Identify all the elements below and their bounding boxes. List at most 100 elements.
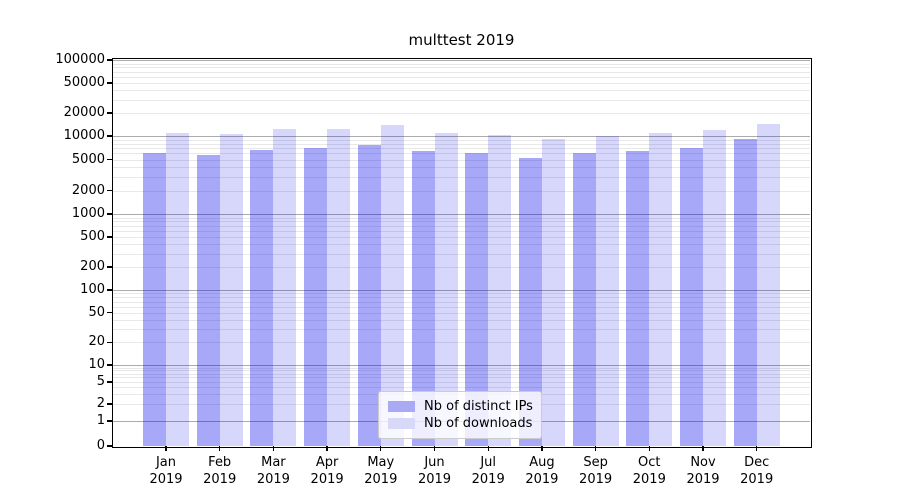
x-tickmark (541, 446, 543, 451)
minor-gridline (113, 236, 810, 238)
y-ticklabel: 200 (80, 259, 105, 275)
bar-oct-downloads (649, 132, 673, 446)
x-tickmark (648, 446, 650, 451)
bar-jun-distinct-ips (411, 151, 435, 446)
bar-nov-distinct-ips (680, 148, 703, 446)
minor-gridline (113, 139, 810, 141)
y-ticklabel: 0 (96, 438, 105, 453)
y-ticklabel: 5 (96, 373, 105, 389)
minor-gridline (113, 159, 810, 161)
major-gridline (113, 214, 810, 215)
y-ticklabel: 5000 (71, 151, 105, 167)
minor-gridline (113, 319, 810, 321)
x-ticklabel-feb: Feb 2019 (203, 455, 237, 487)
x-ticklabel-jul: Jul 2019 (471, 455, 505, 487)
x-tickmark (326, 446, 328, 451)
y-ticklabel: 100000 (55, 52, 105, 67)
y-ticklabel: 10000 (63, 128, 105, 143)
x-tickmark (433, 446, 436, 451)
bar-sep-downloads (595, 136, 619, 446)
x-ticklabel-jun: Jun 2019 (417, 455, 452, 487)
y-tickmark (107, 420, 113, 422)
bar-mar-downloads (273, 128, 297, 446)
legend-swatch-downloads-icon (388, 418, 415, 429)
x-ticklabel-dec: Dec 2019 (740, 455, 774, 487)
bar-mar-distinct-ips (250, 150, 274, 446)
y-ticklabel: 500 (80, 228, 105, 244)
legend-item-downloads: Nb of downloads (388, 415, 532, 432)
legend-swatch-distinct-ips-icon (388, 401, 415, 412)
y-tickmark (107, 236, 113, 238)
bar-layer (113, 59, 810, 446)
bar-feb-distinct-ips (196, 154, 220, 446)
y-tickmark (107, 59, 113, 61)
x-ticklabel-jan: Jan 2019 (149, 455, 183, 487)
minor-gridline (113, 381, 810, 383)
plot-area: 100000 50000 20000 10000 5000 2000 1000 500 200 1… (55, 52, 812, 487)
y-tickmark (107, 266, 113, 268)
bar-may-downloads (380, 124, 404, 446)
bar-nov-downloads (703, 130, 726, 446)
legend-label-distinct-ips: Nb of distinct IPs (424, 399, 533, 414)
y-tickmark (107, 82, 113, 84)
bar-apr-downloads (327, 129, 351, 446)
minor-gridline (113, 367, 810, 369)
minor-gridline (113, 329, 810, 331)
minor-gridline (113, 76, 810, 78)
minor-gridline (113, 373, 810, 375)
bar-may-distinct-ips (357, 144, 381, 446)
y-tickmark (107, 403, 113, 405)
major-gridline (113, 365, 810, 366)
axis-layer: 100000 50000 20000 10000 5000 2000 1000 500 200 1… (55, 52, 810, 487)
y-ticklabel: 50000 (63, 74, 105, 90)
y-tickmark (107, 381, 113, 383)
y-tickmark (107, 213, 113, 215)
x-tickmark (165, 446, 167, 451)
minor-gridline (113, 221, 810, 223)
bar-aug-distinct-ips (518, 158, 542, 446)
minor-gridline (113, 148, 810, 150)
minor-gridline (113, 244, 810, 246)
major-gridline (113, 290, 810, 291)
minor-gridline (113, 217, 810, 219)
minor-gridline (113, 190, 810, 192)
x-tickmark (380, 446, 382, 451)
y-tickmark (107, 158, 113, 161)
bar-sep-distinct-ips (572, 152, 596, 446)
x-ticklabel-aug: Aug 2019 (525, 455, 559, 487)
x-ticklabel-oct: Oct 2019 (632, 455, 666, 487)
minor-gridline (113, 293, 810, 295)
minor-gridline (113, 297, 810, 299)
minor-gridline (113, 267, 810, 269)
minor-gridline (113, 253, 810, 255)
bar-dec-downloads (756, 123, 780, 446)
x-ticklabel-sep: Sep 2019 (579, 455, 613, 487)
y-tickmark (107, 341, 113, 344)
major-gridline (113, 136, 810, 137)
minor-gridline (113, 167, 810, 168)
x-ticklabel-mar: Mar 2019 (256, 455, 290, 487)
y-tickmark (107, 311, 113, 314)
chart-title: multtest 2019 (408, 31, 515, 49)
y-ticklabel: 1 (96, 413, 105, 428)
bar-feb-downloads (219, 133, 243, 446)
bar-jan-distinct-ips (143, 152, 166, 446)
minor-gridline (113, 230, 810, 232)
y-tickmark (107, 289, 113, 291)
y-ticklabel: 50 (88, 304, 105, 320)
x-ticklabel-apr: Apr 2019 (310, 455, 344, 487)
minor-gridline (113, 71, 810, 73)
y-ticklabel: 2 (96, 396, 105, 412)
bar-jun-downloads (434, 132, 458, 446)
x-tickmark (702, 446, 704, 451)
major-gridline (113, 60, 810, 61)
bar-apr-distinct-ips (304, 148, 328, 446)
legend-label-downloads: Nb of downloads (424, 416, 533, 431)
y-ticklabel: 20 (88, 334, 105, 350)
x-tickmark (594, 446, 597, 451)
x-tickmark (487, 446, 489, 451)
minor-gridline (113, 143, 810, 145)
minor-gridline (113, 67, 810, 69)
minor-gridline (113, 377, 810, 379)
